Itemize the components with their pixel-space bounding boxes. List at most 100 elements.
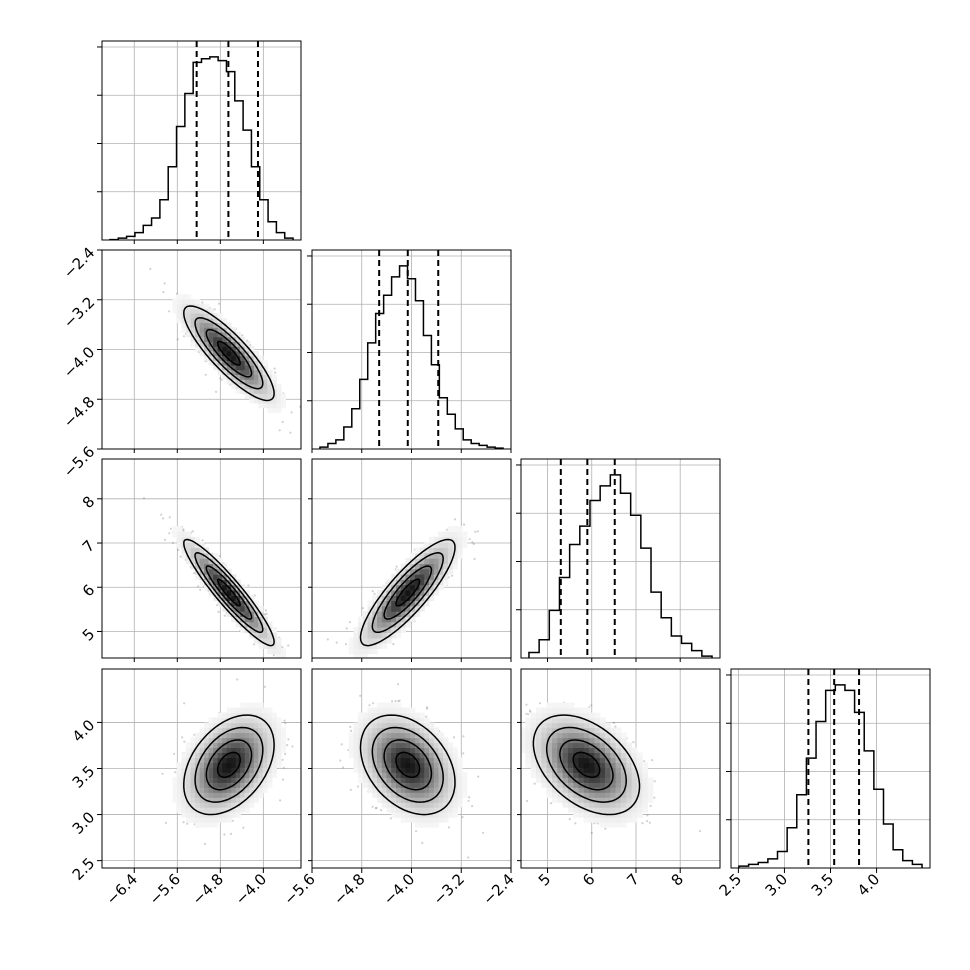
density-cell — [249, 393, 255, 399]
density-cell — [386, 702, 392, 709]
density-cell — [433, 536, 440, 543]
density-cell — [400, 595, 406, 602]
density-cell — [195, 802, 201, 808]
density-cell — [377, 637, 383, 644]
density-cell — [358, 772, 364, 778]
density-cell — [429, 732, 435, 739]
density-cell — [386, 627, 392, 633]
scatter-point — [426, 706, 429, 709]
scatter-panel-1-0 — [102, 250, 301, 449]
scatter-point — [539, 702, 542, 705]
density-cell — [226, 712, 232, 719]
density-cell — [452, 797, 458, 803]
density-cell — [405, 722, 411, 729]
density-cell — [429, 752, 435, 758]
density-cell — [396, 605, 402, 612]
density-cell — [424, 600, 430, 607]
scatter-point — [287, 738, 290, 741]
scatter-point — [348, 621, 351, 624]
density-cell — [410, 772, 416, 778]
density-cell — [244, 365, 250, 371]
density-cell — [258, 717, 264, 724]
density-cell — [231, 374, 237, 380]
density-cell — [190, 341, 196, 347]
density-cell — [372, 595, 378, 602]
density-cell — [222, 346, 228, 352]
density-cell — [258, 722, 264, 729]
density-cell — [367, 722, 373, 729]
density-cell — [438, 536, 444, 543]
scatter-point — [474, 530, 477, 534]
scatter-point — [246, 339, 249, 342]
scatter-point — [335, 641, 338, 644]
density-cell — [433, 787, 440, 793]
density-cell — [410, 817, 416, 823]
density-cell — [362, 648, 369, 655]
density-cell — [362, 632, 369, 639]
density-cell — [419, 782, 425, 788]
density-cell — [231, 777, 237, 783]
density-cell — [438, 737, 444, 744]
density-cell — [213, 568, 219, 575]
density-cell — [391, 707, 397, 714]
density-cell — [377, 605, 383, 612]
density-cell — [199, 308, 205, 314]
density-cell — [222, 792, 228, 798]
density-cell — [405, 584, 411, 591]
density-cell — [447, 547, 454, 554]
density-cell — [429, 757, 435, 763]
scatter-point — [274, 371, 277, 374]
density-cell — [226, 360, 232, 366]
density-cell — [213, 792, 219, 798]
density-cell — [372, 712, 378, 719]
density-cell — [235, 757, 241, 763]
density-cell — [213, 313, 219, 319]
density-cell — [186, 547, 192, 554]
density-cell — [190, 336, 196, 342]
density-cell — [414, 812, 421, 818]
density-cell — [429, 802, 435, 808]
density-cell — [410, 732, 416, 739]
density-cell — [181, 797, 187, 803]
density-cell — [190, 313, 196, 319]
density-cell — [405, 737, 411, 744]
density-cell — [217, 717, 223, 724]
density-cell — [443, 547, 449, 554]
density-cell — [222, 732, 228, 739]
scatter-point — [281, 420, 284, 424]
density-cell — [217, 369, 223, 376]
density-cell — [172, 797, 178, 803]
density-cell — [217, 812, 223, 818]
density-cell — [414, 757, 421, 763]
density-cell — [231, 752, 237, 758]
density-cell — [400, 563, 406, 570]
density-cell — [410, 757, 416, 763]
density-cell — [253, 797, 259, 803]
density-cell — [353, 737, 359, 744]
density-cell — [226, 327, 232, 333]
density-cell — [253, 772, 259, 778]
density-cell — [190, 792, 196, 798]
scatter-point — [186, 822, 189, 825]
density-cell — [208, 767, 214, 773]
density-cell — [267, 757, 273, 763]
density-cell — [391, 752, 397, 758]
density-cell — [419, 717, 425, 724]
density-cell — [443, 787, 449, 793]
density-cell — [372, 732, 378, 739]
density-cell — [377, 611, 383, 617]
density-cell — [405, 595, 411, 602]
density-cell — [217, 727, 223, 734]
density-cell — [381, 792, 388, 798]
density-cell — [267, 388, 273, 394]
density-cell — [271, 648, 277, 655]
density-cell — [222, 374, 228, 380]
density-cell — [405, 752, 411, 758]
density-cell — [217, 600, 223, 607]
density-cell — [204, 747, 210, 753]
density-cell — [235, 350, 241, 357]
density-cell — [177, 777, 183, 783]
density-cell — [226, 772, 232, 778]
density-cell — [391, 579, 397, 586]
density-cell — [367, 762, 373, 768]
